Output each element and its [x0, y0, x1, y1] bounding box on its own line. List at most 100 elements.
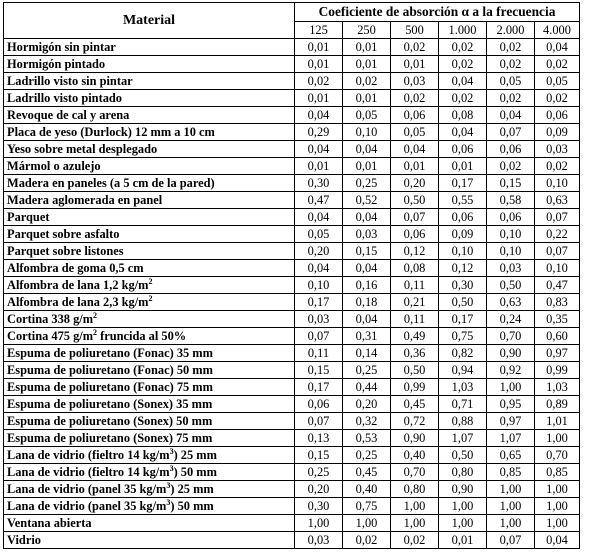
coefficient-cell: 0,63	[486, 293, 535, 311]
coefficient-cell: 1,00	[534, 429, 580, 447]
coefficient-cell: 0,82	[438, 344, 487, 362]
coefficient-cell: 0,70	[486, 327, 535, 345]
material-name: Cortina 338 g/m	[7, 311, 94, 326]
unit-exponent: 2	[148, 293, 153, 303]
coefficient-cell: 0,02	[486, 38, 535, 56]
material-name-cell: Madera en paneles (a 5 cm de la pared)	[3, 174, 295, 192]
coefficient-cell: 0,20	[294, 242, 343, 260]
coefficient-cell: 0,16	[342, 276, 391, 294]
material-name-cell: Parquet sobre asfalto	[3, 225, 295, 243]
coefficient-cell: 0,80	[438, 463, 487, 481]
table-row: Parquet sobre listones 0,20 0,15 0,12 0,10 0,…	[3, 242, 580, 260]
material-name-cell: Cortina 338 g/m2	[3, 310, 295, 328]
material-name: Alfombra de lana 2,3 kg/m	[7, 294, 149, 309]
coefficient-cell: 0,75	[438, 327, 487, 345]
coefficient-cell: 0,32	[342, 412, 391, 430]
coefficient-cell: 0,01	[390, 55, 439, 73]
frequency-header-cell: 250	[342, 21, 391, 39]
table-row: Ladrillo visto pintado 0,01 0,01 0,02 0,02 0,…	[3, 89, 580, 107]
coefficient-cell: 0,06	[294, 395, 343, 413]
coefficient-cell: 0,07	[486, 123, 535, 141]
material-name-cell: Hormigón sin pintar	[3, 38, 295, 56]
table-row: Espuma de poliuretano (Fonac) 35 mm 0,11 0…	[3, 344, 580, 362]
coefficient-cell: 0,04	[294, 259, 343, 277]
coefficient-cell: 0,02	[534, 55, 580, 73]
coefficient-cell: 0,01	[294, 55, 343, 73]
coefficient-cell: 0,02	[390, 38, 439, 56]
coefficient-cell: 0,02	[486, 157, 535, 175]
absorption-table-container: Material Coeficiente de absorción α a la…	[3, 1, 580, 549]
coefficient-cell: 0,15	[294, 446, 343, 464]
unit-exponent: 3	[166, 480, 171, 490]
coefficient-cell: 0,52	[342, 191, 391, 209]
coefficient-cell: 0,22	[534, 225, 580, 243]
material-name-cell: Lana de vidrio (fieltro 14 kg/m3) 25 mm	[3, 446, 295, 464]
coefficient-column-header: Coeficiente de absorción α a la frecuenc…	[294, 1, 580, 23]
coefficient-cell: 1,03	[438, 378, 487, 396]
table-row: Lana de vidrio (panel 35 kg/m3) 50 mm 0,3…	[3, 497, 580, 515]
material-name-cell: Placa de yeso (Durlock) 12 mm a 10 cm	[3, 123, 295, 141]
table-row: Ventana abierta 1,00 1,00 1,00 1,00 1,00 1,00	[3, 514, 580, 532]
coefficient-cell: 0,02	[390, 531, 439, 549]
coefficient-cell: 0,25	[342, 361, 391, 379]
coefficient-cell: 1,07	[486, 429, 535, 447]
coefficient-cell: 0,95	[486, 395, 535, 413]
coefficient-cell: 0,02	[534, 89, 580, 107]
coefficient-cell: 0,20	[390, 174, 439, 192]
coefficient-cell: 0,06	[486, 140, 535, 158]
coefficient-cell: 0,88	[438, 412, 487, 430]
coefficient-cell: 0,04	[390, 140, 439, 158]
material-name: Madera aglomerada en panel	[7, 192, 163, 207]
coefficient-cell: 0,10	[486, 225, 535, 243]
coefficient-cell: 0,40	[342, 480, 391, 498]
material-name-cell: Madera aglomerada en panel	[3, 191, 295, 209]
material-name: Parquet sobre asfalto	[7, 226, 120, 241]
coefficient-cell: 0,07	[294, 327, 343, 345]
unit-exponent: 3	[166, 497, 171, 507]
coefficient-cell: 0,24	[486, 310, 535, 328]
table-row: Alfombra de lana 2,3 kg/m2 0,17 0,18 0,21 0,…	[3, 293, 580, 311]
material-name-cell: Ladrillo visto pintado	[3, 89, 295, 107]
material-name: Vidrio	[7, 532, 41, 547]
coefficient-cell: 0,90	[390, 429, 439, 447]
coefficient-cell: 0,04	[342, 310, 391, 328]
material-name: Hormigón sin pintar	[7, 39, 116, 54]
coefficient-cell: 0,04	[438, 123, 487, 141]
coefficient-cell: 0,53	[342, 429, 391, 447]
coefficient-cell: 0,10	[534, 174, 580, 192]
material-name: Ladrillo visto pintado	[7, 90, 122, 105]
coefficient-cell: 0,03	[390, 72, 439, 90]
table-row: Revoque de cal y arena 0,04 0,05 0,06 0,08 0,…	[3, 106, 580, 124]
coefficient-cell: 0,30	[438, 276, 487, 294]
table-row: Mármol o azulejo 0,01 0,01 0,01 0,01 0,02 0,02	[3, 157, 580, 175]
table-row: Hormigón sin pintar 0,01 0,01 0,02 0,02 0,02 0…	[3, 38, 580, 56]
coefficient-cell: 0,17	[294, 293, 343, 311]
coefficient-cell: 0,97	[534, 344, 580, 362]
coefficient-cell: 0,02	[486, 89, 535, 107]
material-name-cell: Ladrillo visto sin pintar	[3, 72, 295, 90]
coefficient-cell: 0,50	[390, 361, 439, 379]
table-row: Lana de vidrio (fieltro 14 kg/m3) 25 mm 0…	[3, 446, 580, 464]
table-row: Espuma de poliuretano (Sonex) 35 mm 0,06 0…	[3, 395, 580, 413]
coefficient-cell: 0,49	[390, 327, 439, 345]
material-name: Parquet	[7, 209, 50, 224]
coefficient-cell: 1,00	[486, 497, 535, 515]
frequency-header-cell: 125	[294, 21, 343, 39]
coefficient-cell: 1,00	[390, 514, 439, 532]
material-name-cell: Mármol o azulejo	[3, 157, 295, 175]
table-row: Vidrio 0,03 0,02 0,02 0,01 0,07 0,04	[3, 531, 580, 549]
coefficient-cell: 0,50	[390, 191, 439, 209]
coefficient-cell: 0,45	[342, 463, 391, 481]
coefficient-cell: 0,12	[390, 242, 439, 260]
coefficient-cell: 0,11	[294, 344, 343, 362]
coefficient-cell: 0,07	[294, 412, 343, 430]
material-name: Espuma de poliuretano (Sonex) 50 mm	[7, 413, 213, 428]
coefficient-cell: 0,50	[486, 276, 535, 294]
material-name: Madera en paneles (a 5 cm de la pared)	[7, 175, 215, 190]
coefficient-cell: 0,09	[438, 225, 487, 243]
material-name: Lana de vidrio (panel 35 kg/m	[7, 481, 167, 496]
material-name: Ladrillo visto sin pintar	[7, 73, 133, 88]
unit-exponent: 2	[93, 327, 98, 337]
coefficient-cell: 0,15	[294, 361, 343, 379]
coefficient-cell: 0,05	[390, 123, 439, 141]
